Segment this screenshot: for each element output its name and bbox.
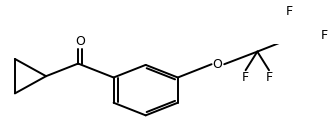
Text: F: F [242, 71, 249, 84]
Text: O: O [213, 58, 222, 71]
Text: F: F [321, 29, 328, 42]
Text: O: O [75, 35, 85, 48]
Text: F: F [265, 71, 273, 84]
Text: F: F [285, 5, 292, 18]
